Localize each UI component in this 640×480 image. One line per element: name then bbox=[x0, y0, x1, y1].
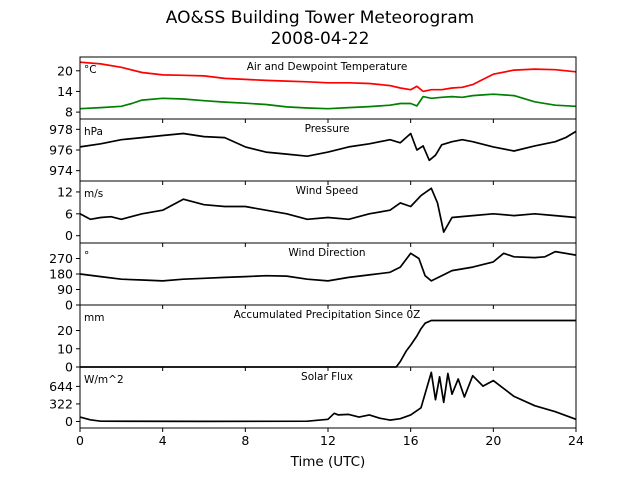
wind-speed-ytick-label: 6 bbox=[65, 206, 73, 221]
wind-direction-panel-title: Wind Direction bbox=[288, 247, 365, 259]
title-block: AO&SS Building Tower Meteorogram 2008-04… bbox=[0, 8, 640, 50]
solar-flux-ytick-label: 0 bbox=[65, 414, 73, 429]
accumulated-precipitation-since-0z-ytick-label: 0 bbox=[65, 360, 73, 375]
xtick-label: 20 bbox=[485, 433, 501, 448]
wind-direction-series-0-line bbox=[79, 250, 577, 282]
air-and-dewpoint-temperature-ytick-label: 20 bbox=[57, 63, 73, 78]
pressure-unit-label: hPa bbox=[84, 126, 103, 138]
accumulated-precipitation-since-0z-ytick-label: 10 bbox=[57, 341, 73, 356]
x-axis-label: Time (UTC) bbox=[290, 454, 366, 470]
wind-speed-series-0-line bbox=[79, 187, 577, 233]
solar-flux-series-0-line bbox=[79, 371, 577, 423]
pressure-ytick-label: 976 bbox=[49, 143, 73, 158]
chart-title: AO&SS Building Tower Meteorogram bbox=[165, 8, 475, 28]
wind-direction-unit-label: ° bbox=[84, 250, 89, 262]
air-and-dewpoint-temperature-panel-title: Air and Dewpoint Temperature bbox=[247, 61, 408, 73]
wind-direction-ytick-label: 90 bbox=[57, 282, 73, 297]
xtick-label: 4 bbox=[159, 433, 167, 448]
solar-flux-ytick-label: 644 bbox=[49, 379, 73, 394]
pressure-panel-title: Pressure bbox=[305, 123, 350, 135]
wind-speed-unit-label: m/s bbox=[84, 188, 103, 200]
accumulated-precipitation-since-0z-series-0-line bbox=[80, 319, 576, 368]
xtick-label: 0 bbox=[76, 433, 84, 448]
air-and-dewpoint-temperature-series-1-line bbox=[79, 93, 577, 110]
solar-flux-unit-label: W/m^2 bbox=[84, 374, 124, 386]
air-and-dewpoint-temperature-series-0-line bbox=[79, 61, 577, 93]
wind-direction-ytick-label: 180 bbox=[49, 267, 73, 282]
wind-speed-ytick-label: 12 bbox=[57, 184, 73, 199]
xtick-label: 12 bbox=[320, 433, 336, 448]
xtick-label: 16 bbox=[403, 433, 419, 448]
accumulated-precipitation-since-0z-panel-title: Accumulated Precipitation Since 0Z bbox=[234, 309, 421, 321]
xtick-label: 24 bbox=[568, 433, 584, 448]
xtick-label: 8 bbox=[241, 433, 249, 448]
accumulated-precipitation-since-0z-ytick-label: 20 bbox=[57, 323, 73, 338]
pressure-ytick-label: 974 bbox=[49, 163, 73, 178]
wind-direction-ytick-label: 0 bbox=[65, 298, 73, 313]
pressure-ytick-label: 978 bbox=[49, 122, 73, 137]
air-and-dewpoint-temperature-unit-label: °C bbox=[84, 64, 97, 76]
solar-flux-panel-title: Solar Flux bbox=[301, 371, 353, 383]
air-and-dewpoint-temperature-ytick-label: 8 bbox=[65, 105, 73, 120]
wind-speed-ytick-label: 0 bbox=[65, 228, 73, 243]
air-and-dewpoint-temperature-ytick-label: 14 bbox=[57, 84, 73, 99]
wind-speed-panel-title: Wind Speed bbox=[296, 185, 359, 197]
accumulated-precipitation-since-0z-unit-label: mm bbox=[84, 312, 104, 324]
pressure-series-0-line bbox=[79, 130, 577, 162]
chart-date-subtitle: 2008-04-22 bbox=[270, 29, 370, 49]
wind-direction-ytick-label: 270 bbox=[49, 251, 73, 266]
solar-flux-ytick-label: 322 bbox=[49, 396, 73, 411]
